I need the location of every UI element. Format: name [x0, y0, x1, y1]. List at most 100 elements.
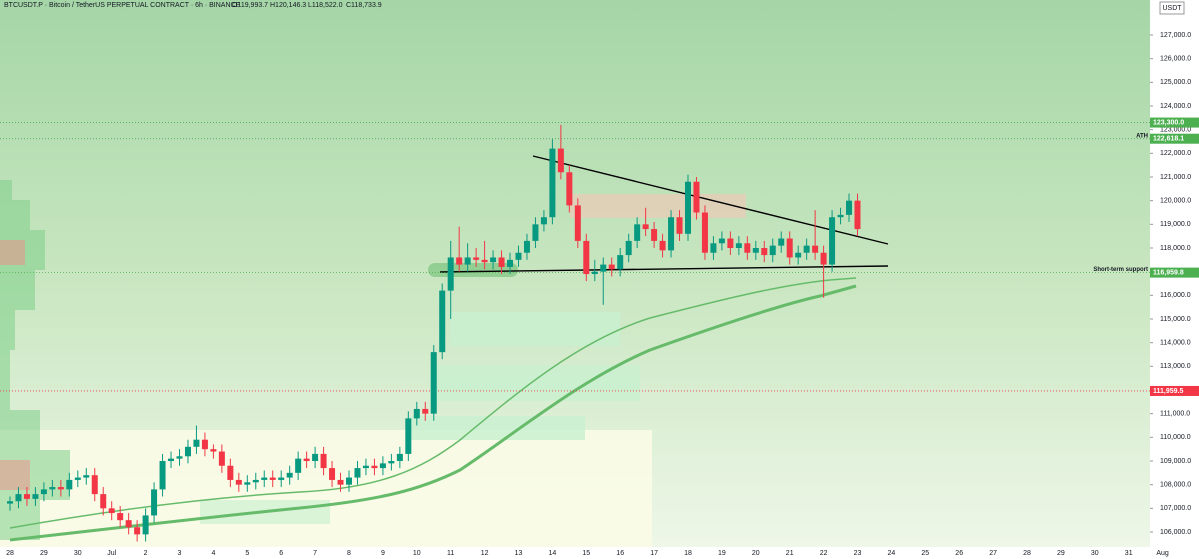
candle-body: [473, 257, 480, 260]
candle-body: [447, 257, 454, 291]
x-tick-label: 8: [347, 550, 351, 557]
y-tick-label: 121,000.0: [1160, 174, 1191, 181]
candle-body: [532, 224, 539, 241]
annotation: Short-term support: [1093, 267, 1148, 273]
header-ohlc: C118,733.9: [346, 2, 382, 9]
candle-body: [134, 527, 141, 535]
y-tick-label: 126,000.0: [1160, 56, 1191, 63]
candle-body: [549, 148, 556, 218]
candle-body: [346, 477, 352, 485]
candle-body: [108, 508, 115, 514]
candle-body: [651, 229, 658, 241]
candle-body: [574, 205, 581, 241]
y-tick-label: 119,000.0: [1160, 221, 1191, 228]
candle-body: [718, 238, 725, 244]
candle-body: [261, 477, 268, 480]
candle-body: [600, 264, 607, 272]
candle-body: [540, 217, 547, 225]
candle-body: [193, 439, 200, 447]
y-tick-label: 116,000.0: [1160, 292, 1191, 299]
price-badge: [1150, 267, 1199, 278]
candle-body: [295, 458, 302, 473]
candle-body: [456, 257, 463, 265]
candle-body: [439, 290, 446, 353]
candle-body: [405, 418, 412, 454]
candle-body: [184, 446, 191, 457]
candle-body: [617, 255, 624, 270]
candle-body: [201, 439, 208, 450]
y-tick-label: 114,000.0: [1160, 340, 1191, 347]
volume-profile-sell: [0, 240, 30, 490]
candle-body: [303, 458, 310, 461]
candle-body: [227, 465, 234, 480]
candle-body: [778, 238, 785, 246]
price-badge-label: 111,959.5: [1153, 388, 1183, 395]
candle-body: [329, 468, 336, 480]
x-tick-label: 17: [650, 550, 658, 557]
candle-body: [803, 245, 810, 253]
y-tick-label: 124,000.0: [1160, 103, 1191, 110]
candle-body: [176, 456, 183, 459]
candle-body: [244, 482, 251, 485]
candle-body: [40, 489, 47, 495]
candle-body: [57, 487, 64, 490]
candle-body: [659, 240, 666, 251]
candle-body: [668, 217, 675, 251]
x-tick-label: 15: [582, 550, 590, 557]
x-tick-label: 28: [1023, 550, 1031, 557]
candle-body: [837, 214, 844, 218]
candle-body: [727, 238, 734, 248]
x-tick-label: Aug: [1156, 550, 1169, 557]
demand-zone: [410, 416, 585, 440]
candle-body: [168, 458, 175, 461]
candle-body: [74, 477, 81, 480]
candle-body: [685, 181, 691, 234]
candle-body: [159, 461, 166, 490]
x-tick-label: 21: [786, 550, 794, 557]
candle-body: [744, 243, 751, 253]
candle-body: [608, 264, 615, 270]
x-tick-label: 26: [955, 550, 963, 557]
price-badge: [1150, 133, 1199, 144]
candle-body: [693, 181, 700, 213]
candle-body: [7, 501, 13, 504]
candle-body: [498, 257, 505, 267]
candle-body: [117, 513, 124, 521]
candle-body: [252, 479, 259, 483]
header-ohlc: L118,522.0: [308, 2, 343, 9]
x-tick-label: 4: [211, 550, 215, 557]
x-tick-label: 16: [616, 550, 624, 557]
y-tick-label: 107,000.0: [1160, 505, 1191, 512]
x-tick-label: 11: [447, 550, 454, 557]
candle-body: [591, 271, 598, 275]
header-ohlc: O119,993.7: [232, 2, 268, 9]
currency: USDT: [1162, 5, 1182, 12]
time-axis: [0, 547, 1150, 559]
x-tick-label: 22: [820, 550, 828, 557]
candle-body: [235, 479, 242, 485]
y-tick-label: 115,000.0: [1160, 316, 1191, 323]
x-tick-label: 10: [413, 550, 421, 557]
candle-body: [430, 352, 437, 414]
candle-body: [583, 240, 590, 275]
x-tick-label: 19: [718, 550, 726, 557]
supply-zone: [570, 194, 746, 218]
candle-body: [66, 479, 73, 490]
y-tick-label: 122,000.0: [1160, 150, 1191, 157]
candle-body: [15, 494, 22, 502]
candle-body: [210, 449, 217, 452]
x-tick-label: 24: [888, 550, 896, 557]
x-tick-label: Jul: [107, 550, 116, 557]
candle-body: [812, 245, 819, 253]
candle-body: [735, 243, 742, 248]
y-tick-label: 111,000.0: [1160, 411, 1190, 418]
x-tick-label: 2: [144, 550, 148, 557]
x-tick-label: 31: [1125, 550, 1133, 557]
candle-body: [566, 172, 573, 206]
candle-body: [846, 200, 853, 215]
candle-body: [371, 465, 378, 469]
x-tick-label: 13: [515, 550, 523, 557]
x-tick-label: 9: [381, 550, 385, 557]
x-tick-label: 12: [481, 550, 489, 557]
